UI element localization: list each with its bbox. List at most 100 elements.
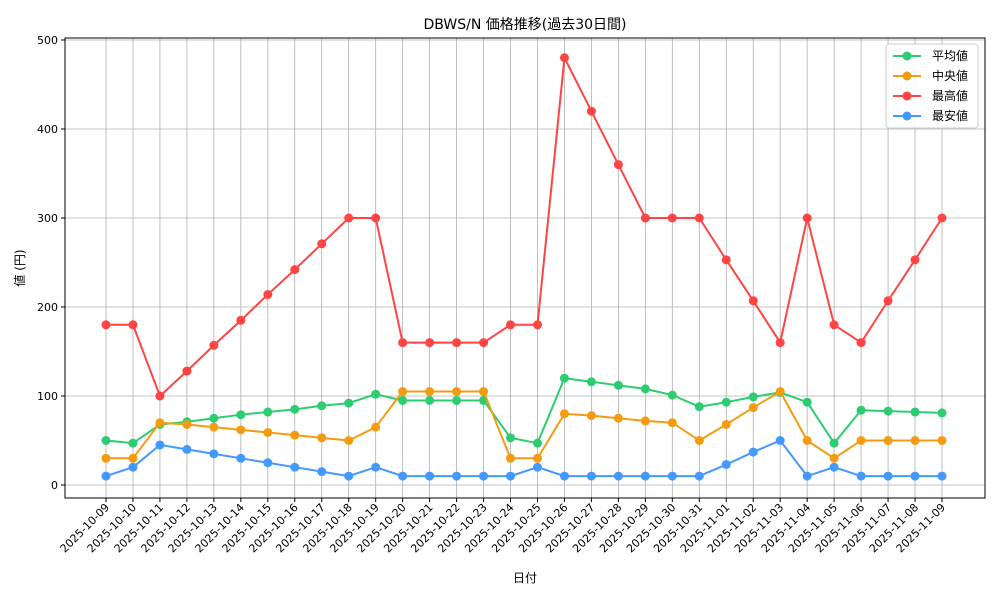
data-point bbox=[883, 296, 893, 306]
data-point bbox=[101, 471, 111, 481]
data-point bbox=[532, 453, 542, 463]
data-point bbox=[344, 436, 354, 445]
data-point bbox=[371, 213, 381, 223]
data-point bbox=[532, 462, 542, 472]
data-point bbox=[425, 338, 435, 348]
data-point bbox=[856, 471, 866, 481]
data-point bbox=[398, 387, 408, 397]
data-point bbox=[101, 453, 111, 463]
chart-title: DBWS/N 価格推移(過去30日間) bbox=[424, 17, 627, 33]
data-point bbox=[613, 471, 623, 481]
data-point bbox=[586, 106, 596, 116]
series-line bbox=[106, 390, 942, 460]
data-point bbox=[667, 471, 677, 481]
legend-label: 中央値 bbox=[932, 68, 968, 83]
data-point bbox=[640, 213, 650, 223]
data-point bbox=[694, 436, 704, 445]
data-point bbox=[559, 409, 569, 419]
data-point bbox=[398, 395, 408, 405]
legend-label: 最安値 bbox=[932, 108, 968, 123]
data-point bbox=[910, 436, 920, 445]
data-point bbox=[317, 467, 327, 477]
data-point bbox=[128, 462, 138, 472]
data-point bbox=[479, 338, 489, 348]
data-point bbox=[586, 471, 596, 481]
data-point bbox=[721, 255, 731, 265]
data-point bbox=[209, 413, 219, 423]
x-axis-label: 日付 bbox=[513, 571, 537, 585]
data-point bbox=[883, 436, 893, 445]
data-point bbox=[802, 471, 812, 481]
data-point bbox=[829, 453, 839, 463]
data-point bbox=[937, 471, 947, 481]
data-point bbox=[937, 408, 947, 418]
data-point bbox=[829, 320, 839, 330]
data-point bbox=[856, 405, 866, 415]
y-tick-label: 100 bbox=[37, 390, 58, 403]
x-axis: 2025-10-092025-10-102025-10-112025-10-12… bbox=[58, 498, 948, 555]
data-point bbox=[829, 438, 839, 448]
data-point bbox=[613, 380, 623, 390]
data-point bbox=[101, 320, 111, 330]
y-axis-label: 値 (円) bbox=[12, 249, 27, 286]
data-point bbox=[802, 397, 812, 407]
data-point bbox=[236, 410, 246, 420]
data-point bbox=[398, 338, 408, 348]
data-point bbox=[128, 453, 138, 463]
data-point bbox=[506, 453, 516, 463]
grid bbox=[65, 38, 985, 498]
data-point bbox=[452, 387, 462, 397]
data-point bbox=[506, 433, 516, 443]
data-point bbox=[856, 436, 866, 445]
data-point bbox=[829, 462, 839, 472]
data-point bbox=[937, 213, 947, 223]
data-point bbox=[640, 384, 650, 394]
data-point bbox=[155, 391, 165, 401]
data-point bbox=[155, 440, 165, 450]
y-tick-label: 400 bbox=[37, 123, 58, 136]
data-point bbox=[236, 315, 246, 325]
data-point bbox=[586, 411, 596, 421]
series-中央値 bbox=[101, 387, 947, 463]
data-point bbox=[775, 387, 785, 397]
data-point bbox=[613, 413, 623, 423]
data-point bbox=[101, 436, 111, 445]
data-point bbox=[721, 397, 731, 407]
data-point bbox=[479, 471, 489, 481]
legend-label: 平均値 bbox=[932, 48, 968, 63]
legend-box bbox=[885, 43, 979, 129]
y-axis: 0 100 200 300 400 500 bbox=[37, 34, 65, 492]
data-point bbox=[748, 392, 758, 402]
series-平均値 bbox=[101, 373, 947, 448]
data-point bbox=[398, 471, 408, 481]
data-point bbox=[290, 462, 300, 472]
series-group bbox=[101, 53, 947, 481]
data-point bbox=[425, 471, 435, 481]
data-point bbox=[263, 407, 273, 417]
data-point bbox=[317, 401, 327, 411]
y-tick-label: 300 bbox=[37, 212, 58, 225]
data-point bbox=[667, 418, 677, 428]
data-point bbox=[155, 418, 165, 428]
legend-marker bbox=[902, 71, 912, 81]
data-point bbox=[317, 433, 327, 443]
data-point bbox=[694, 213, 704, 223]
data-point bbox=[344, 398, 354, 408]
data-point bbox=[559, 53, 569, 63]
plot-frame bbox=[64, 37, 986, 499]
data-point bbox=[532, 438, 542, 448]
series-line bbox=[105, 377, 943, 445]
data-point bbox=[209, 340, 219, 350]
data-point bbox=[559, 373, 569, 383]
data-point bbox=[479, 387, 489, 397]
data-point bbox=[182, 444, 192, 454]
data-point bbox=[452, 471, 462, 481]
data-point bbox=[802, 436, 812, 445]
data-point bbox=[263, 458, 273, 468]
data-point bbox=[721, 460, 731, 470]
data-point bbox=[586, 377, 596, 387]
data-point bbox=[775, 338, 785, 348]
data-point bbox=[559, 471, 569, 481]
